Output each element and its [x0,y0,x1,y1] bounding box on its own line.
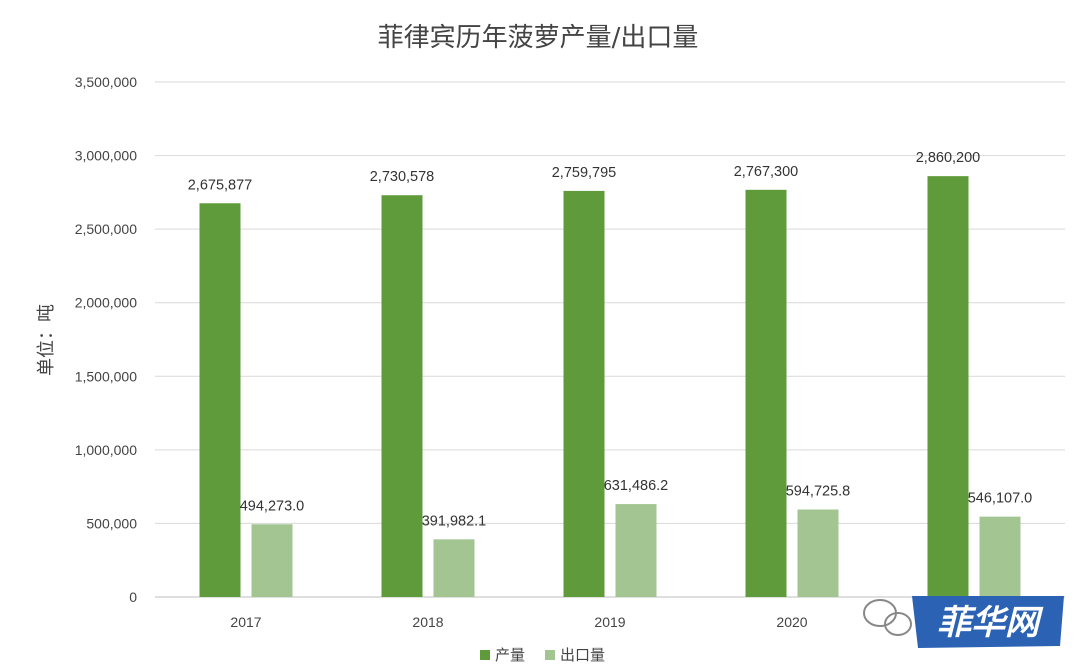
data-label: 494,273.0 [240,498,305,514]
x-tick-label: 2018 [412,614,443,630]
bar [251,524,293,597]
y-tick-label: 2,500,000 [75,221,137,237]
data-label: 594,725.8 [786,483,851,499]
bar [615,504,657,597]
y-tick-label: 1,500,000 [75,368,137,384]
legend-swatch [480,650,490,660]
legend-swatch [545,650,555,660]
bars: 2,675,877 494,273.0 2,730,578 391,982.1 2,75… [188,150,1033,598]
data-label: 2,730,578 [370,169,435,185]
y-tick-label: 1,000,000 [75,442,137,458]
legend-label: 出口量 [560,646,605,664]
bar [381,195,423,597]
data-label: 546,107.0 [968,491,1033,507]
watermark-badge [912,596,1064,648]
bar [433,539,475,597]
gridlines [155,81,1065,598]
bar [199,203,241,598]
bar [979,516,1021,597]
y-axis-label: 单位：吨 [36,304,57,376]
data-label: 2,675,877 [188,177,253,193]
x-tick-label: 2020 [776,614,807,630]
watermark: 菲华网 [863,596,1064,648]
wechat-icon [863,599,912,636]
bar [563,190,605,597]
x-axis-ticks: 20172018201920202021 [230,614,989,630]
data-label: 631,486.2 [604,478,669,494]
y-tick-label: 3,000,000 [75,148,137,164]
watermark-text: 菲华网 [937,603,1044,643]
bar [745,189,787,597]
y-tick-label: 2,000,000 [75,295,137,311]
bar [797,509,839,597]
y-tick-label: 3,500,000 [75,74,137,90]
data-label: 2,767,300 [734,164,799,180]
data-label: 2,860,200 [916,150,981,166]
y-tick-label: 0 [129,589,137,605]
legend-label: 产量 [495,646,525,664]
data-label: 2,759,795 [552,165,617,181]
chart-title: 菲律宾历年菠萝产量/出口量 [378,23,699,53]
bar [927,176,969,597]
data-label: 391,982.1 [422,513,487,529]
y-tick-label: 500,000 [86,515,137,531]
x-tick-label: 2019 [594,614,625,630]
y-axis-ticks: 0 500,000 1,000,000 1,500,000 2,000,000 2,500… [75,74,138,605]
x-tick-label: 2017 [230,614,261,630]
legend: 产量 出口量 [480,646,605,664]
